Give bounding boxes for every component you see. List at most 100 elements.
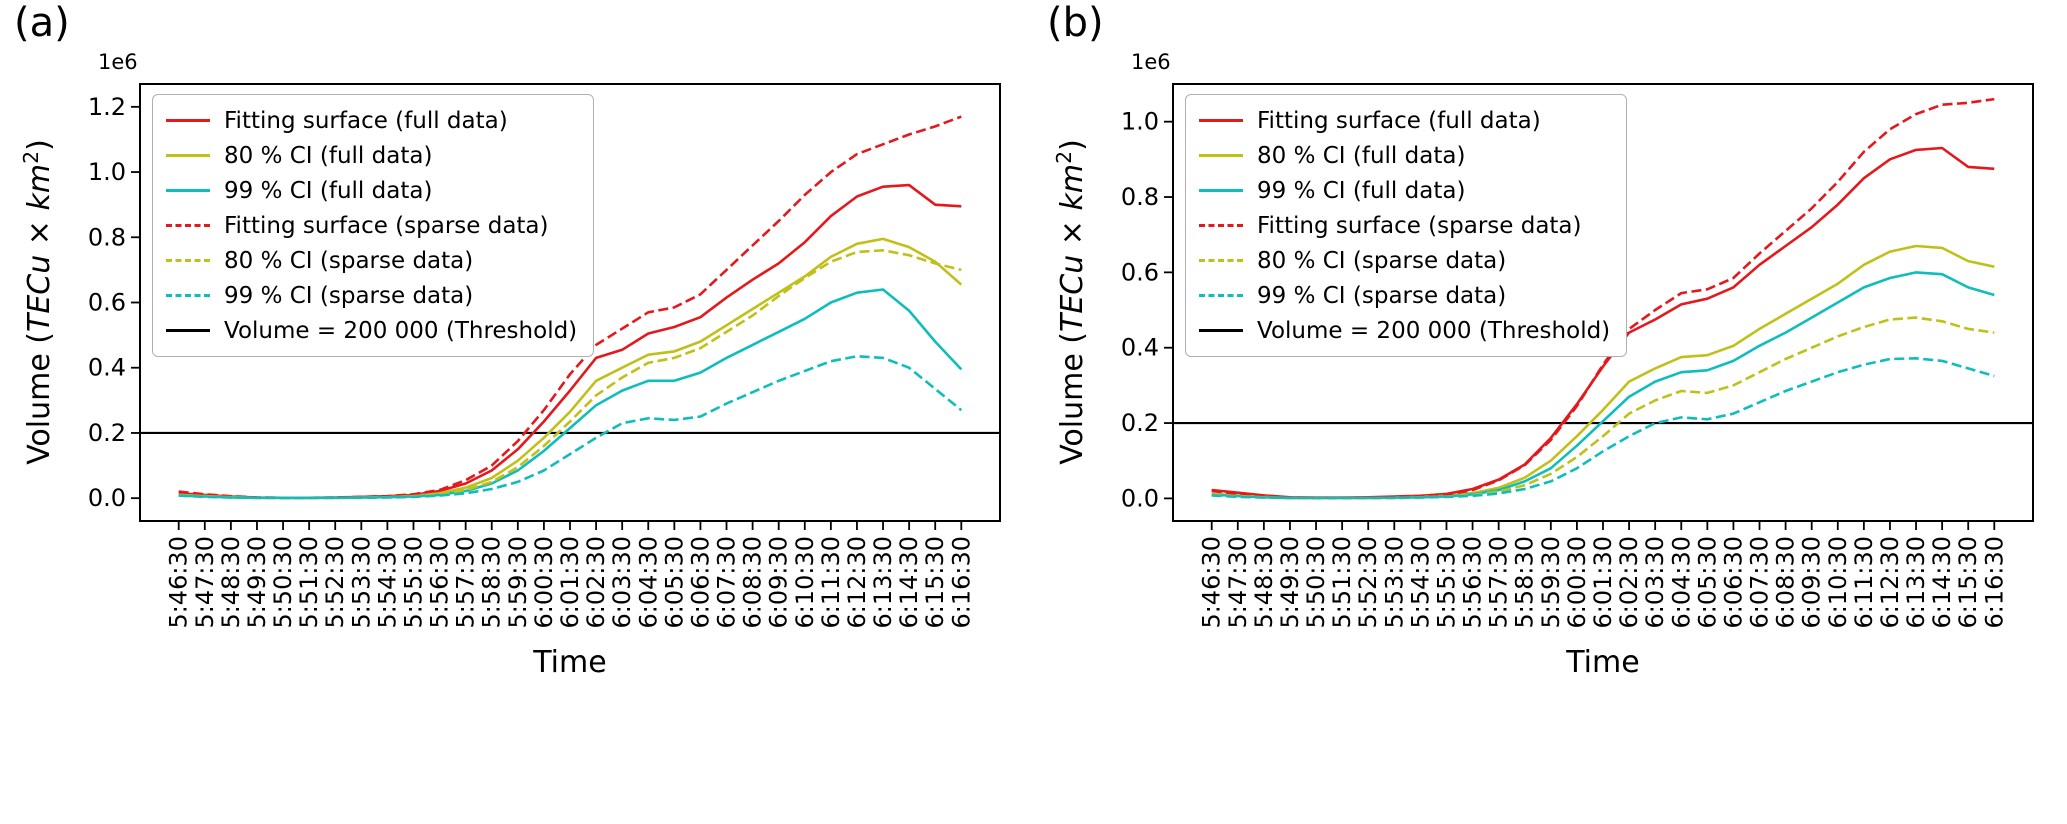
x-tick-label: 5:58:30 [478,536,506,629]
legend-item: Fitting surface (full data) [1199,104,1610,137]
panel-a: (a) 1e6 Volume (TECu × km2) 5:46:30 5:47:… [0,0,1033,824]
legend-label: Fitting surface (sparse data) [224,212,549,239]
y-tick-label: 0.2 [1121,409,1159,437]
x-tick-label: 5:46:30 [165,536,193,629]
legend-line-sample [1199,329,1243,332]
x-tick-label: 6:07:30 [1746,536,1774,629]
x-tick-label: 6:07:30 [713,536,741,629]
series-line-5 [1211,356,1995,500]
legend-label: 80 % CI (sparse data) [1257,247,1507,274]
x-axis-label-b: Time [1566,645,1640,680]
legend-item: Volume = 200 000 (Threshold) [1199,314,1610,347]
x-tick-label: 5:48:30 [1250,536,1278,629]
legend-line-sample [1199,154,1243,157]
x-tick-label: 6:15:30 [1954,536,1982,629]
x-tick-label: 6:05:30 [1693,536,1721,629]
x-tick-label: 6:16:30 [1980,536,2008,629]
panel-b: (b) 1e6 Volume (TECu × km2) 5:46:30 5:47:… [1033,0,2066,824]
y-tick-label: 0.8 [88,223,126,251]
legend-line-sample [1199,224,1243,227]
x-tick-label: 5:52:30 [321,536,349,629]
x-tick-label: 6:13:30 [869,536,897,629]
series-line-3 [1211,97,1995,500]
x-tick-label: 6:13:30 [1902,536,1930,629]
x-tick-label: 6:03:30 [1641,536,1669,629]
x-tick-label: 6:09:30 [1798,536,1826,629]
legend-line-sample [166,329,210,332]
x-tick-label: 6:14:30 [895,536,923,629]
legend-label: 99 % CI (full data) [1257,177,1466,204]
series-line-4 [178,249,962,500]
x-tick-label: 5:47:30 [1224,536,1252,629]
x-tick-label: 6:01:30 [1589,536,1617,629]
x-tick-label: 6:11:30 [817,536,845,629]
x-tick-label: 6:02:30 [1615,536,1643,629]
x-tick-label: 5:54:30 [373,536,401,629]
x-tick-label: 6:09:30 [765,536,793,629]
axes-frame [139,83,1001,522]
y-axis-offset-text-a: 1e6 [98,50,138,74]
x-tick-label: 5:55:30 [399,536,427,629]
x-tick-label: 6:04:30 [634,536,662,629]
x-tick-label: 6:12:30 [843,536,871,629]
x-tick-label: 6:11:30 [1850,536,1878,629]
legend-label: 80 % CI (full data) [1257,142,1466,169]
legend-label: Volume = 200 000 (Threshold) [224,317,578,344]
x-tick-label: 5:53:30 [1380,536,1408,629]
legend-item: 99 % CI (sparse data) [1199,279,1610,312]
x-tick-label: 6:06:30 [686,536,714,629]
legend-label: 80 % CI (sparse data) [224,247,474,274]
x-tick-label: 6:16:30 [947,536,975,629]
legend-label: 99 % CI (full data) [224,177,433,204]
y-tick-label: 0.0 [1121,484,1159,512]
legend-line-sample [1199,189,1243,192]
x-tick-label: 5:55:30 [1432,536,1460,629]
y-tick-label: 1.0 [88,158,126,186]
legend-item: 99 % CI (full data) [1199,174,1610,207]
legend-label: 99 % CI (sparse data) [1257,282,1507,309]
x-tick-label: 5:54:30 [1406,536,1434,629]
legend-label: Volume = 200 000 (Threshold) [1257,317,1611,344]
legend-b: Fitting surface (full data) 80 % CI (full… [1185,94,1628,357]
x-tick-label: 5:58:30 [1511,536,1539,629]
x-tick-label: 6:06:30 [1719,536,1747,629]
legend-item: 80 % CI (full data) [166,139,577,172]
y-tick-label: 0.2 [88,419,126,447]
x-axis-label-a: Time [533,645,607,680]
legend-item: Fitting surface (full data) [166,104,577,137]
axes-frame [1172,83,2034,522]
y-tick-label: 0.0 [88,484,126,512]
legend-label: Fitting surface (full data) [1257,107,1541,134]
y-tick-label: 0.8 [1121,183,1159,211]
legend-label: 80 % CI (full data) [224,142,433,169]
x-tick-label: 6:00:30 [1563,536,1591,629]
chart-canvas-a: 5:46:305:47:305:48:305:49:305:50:305:51:… [88,83,1001,629]
x-tick-label: 5:50:30 [1302,536,1330,629]
x-tick-label: 5:51:30 [295,536,323,629]
series-line-4 [1211,316,1995,500]
legend-item: 80 % CI (sparse data) [1199,244,1610,277]
x-tick-label: 6:15:30 [921,536,949,629]
panel-label-b: (b) [1047,0,1104,46]
x-tick-label: 5:49:30 [1276,536,1304,629]
x-tick-label: 5:51:30 [1328,536,1356,629]
x-tick-label: 5:59:30 [1537,536,1565,629]
legend-label: Fitting surface (full data) [224,107,508,134]
legend-line-sample [166,259,210,262]
x-tick-label: 5:53:30 [347,536,375,629]
legend-line-sample [166,224,210,227]
legend-line-sample [166,119,210,122]
chart-canvas-b: 5:46:305:47:305:48:305:49:305:50:305:51:… [1121,83,2034,629]
series-line-5 [178,354,963,500]
x-tick-label: 6:05:30 [660,536,688,629]
x-tick-label: 6:00:30 [530,536,558,629]
legend-item: Volume = 200 000 (Threshold) [166,314,577,347]
y-axis-offset-text-b: 1e6 [1131,50,1171,74]
legend-item: 80 % CI (full data) [1199,139,1610,172]
x-tick-label: 6:02:30 [582,536,610,629]
x-tick-label: 6:08:30 [739,536,767,629]
y-tick-label: 0.4 [1121,334,1159,362]
x-tick-label: 5:50:30 [269,536,297,629]
x-tick-label: 5:57:30 [1485,536,1513,629]
legend-item: 80 % CI (sparse data) [166,244,577,277]
